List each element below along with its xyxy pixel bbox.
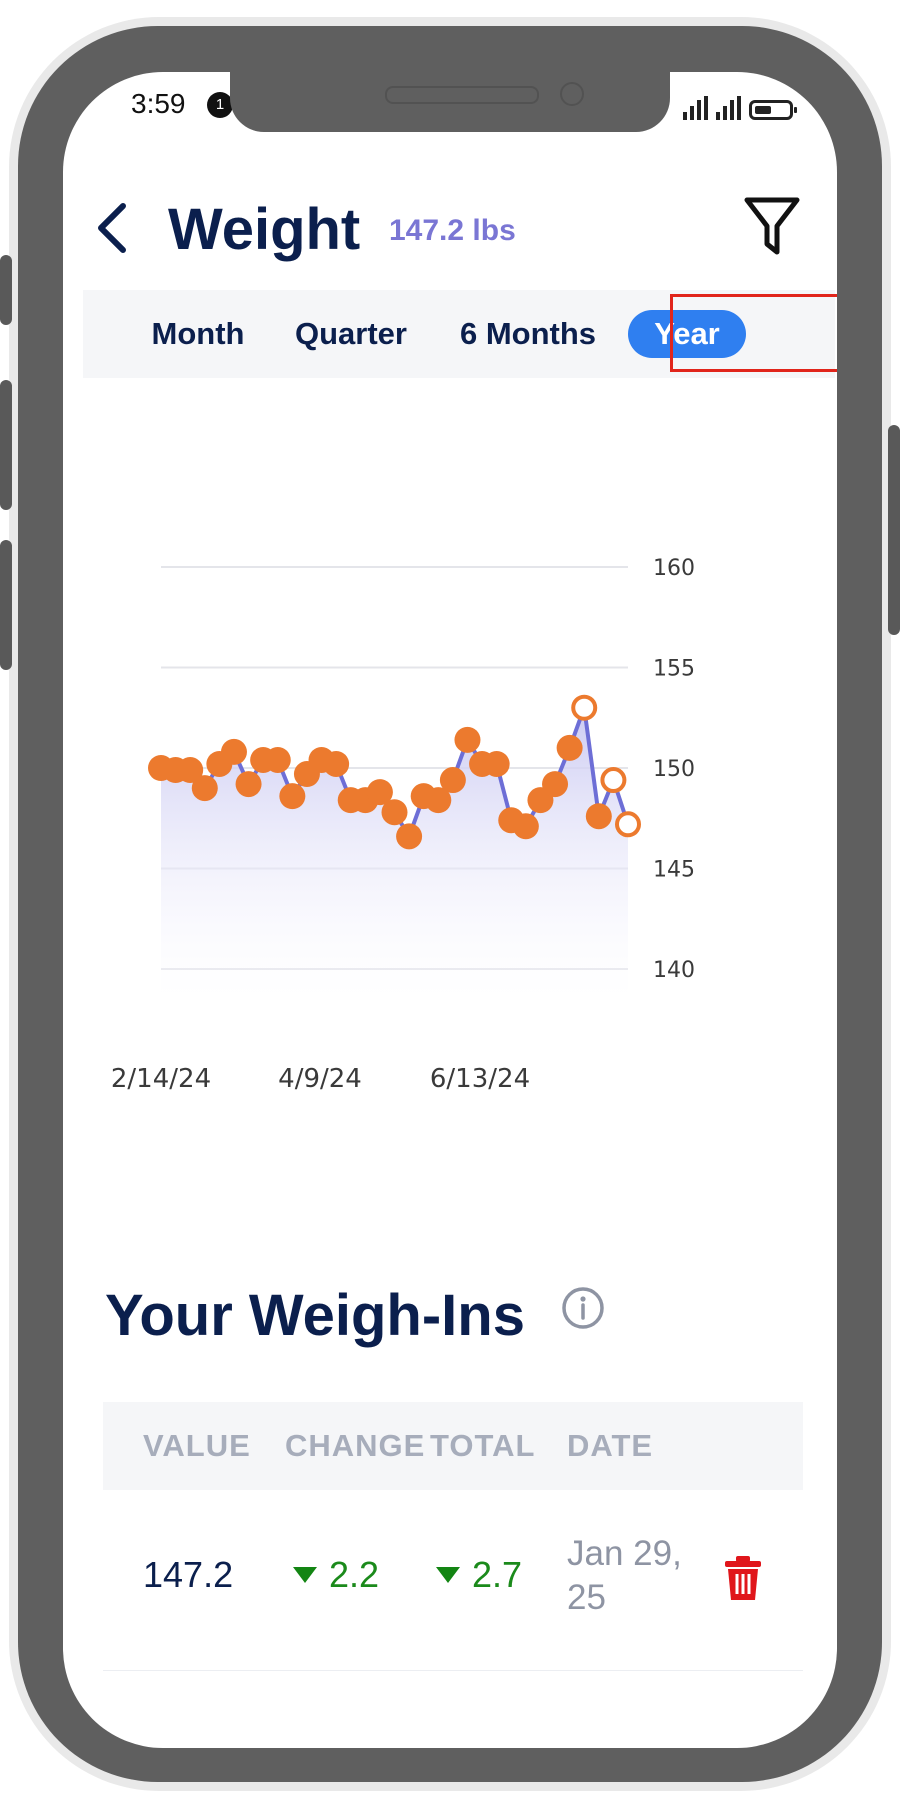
speaker [385, 86, 539, 104]
tab-month[interactable]: Month [151, 316, 245, 351]
camera [560, 82, 584, 106]
data-point[interactable] [454, 726, 481, 753]
column-header-value: VALUE [143, 1428, 251, 1463]
y-tick-label: 145 [653, 858, 695, 883]
battery-icon [749, 100, 797, 120]
data-point[interactable] [323, 750, 350, 777]
down-arrow-icon [436, 1567, 460, 1583]
weigh-in-total: 2.7 [436, 1554, 522, 1596]
notification-badge: 1 [207, 92, 233, 118]
data-point[interactable] [220, 738, 247, 765]
weigh-in-change-value: 2.2 [329, 1554, 380, 1595]
tab-6-months[interactable]: 6 Months [459, 316, 597, 351]
y-tick-label: 150 [653, 757, 695, 782]
page-title: Weight [168, 197, 361, 262]
info-button[interactable] [560, 1285, 606, 1331]
data-point[interactable] [542, 771, 569, 798]
data-point[interactable] [439, 767, 466, 794]
data-point[interactable] [571, 694, 598, 721]
table-row: 147.2 2.2 2.7 Jan 29, 25 [103, 1490, 803, 1671]
data-point[interactable] [279, 783, 306, 810]
y-tick-label: 160 [653, 556, 695, 581]
data-point[interactable] [191, 775, 218, 802]
data-point[interactable] [512, 813, 539, 840]
section-title: Your Weigh-Ins [105, 1283, 525, 1348]
data-point[interactable] [177, 757, 204, 784]
data-point[interactable] [615, 811, 641, 838]
x-tick-label: 2/14/24 [111, 1064, 211, 1092]
side-button-volume-down [0, 540, 12, 670]
data-point[interactable] [483, 750, 510, 777]
delete-button[interactable] [723, 1554, 763, 1602]
highlight-box [670, 294, 837, 372]
chevron-left-icon [98, 203, 126, 253]
x-tick-label: 4/9/24 [278, 1064, 362, 1092]
chart-area [161, 707, 628, 999]
side-button-mute [0, 255, 12, 325]
weigh-in-change: 2.2 [293, 1554, 379, 1596]
filter-button[interactable] [743, 194, 801, 258]
column-header-date: DATE [567, 1428, 654, 1463]
back-button[interactable] [93, 200, 133, 256]
header: Weight 147.2 lbs [63, 172, 837, 272]
data-point[interactable] [585, 803, 612, 830]
table-header: VALUE CHANGE TOTAL DATE [103, 1402, 803, 1490]
weigh-in-value: 147.2 [143, 1554, 234, 1595]
chart-svg: 160 155 150 145 140 2/14/24 4/9/24 6/13/24 [111, 556, 695, 1092]
data-point[interactable] [381, 799, 408, 826]
signal-icon [683, 96, 708, 120]
data-point[interactable] [425, 787, 452, 814]
tab-quarter[interactable]: Quarter [295, 316, 407, 351]
data-point[interactable] [264, 746, 291, 773]
column-header-change: CHANGE [285, 1428, 426, 1463]
trash-icon [725, 1556, 761, 1600]
weight-chart: 160 155 150 145 140 2/14/24 4/9/24 6/13/24 [63, 442, 837, 1092]
weigh-ins-table: VALUE CHANGE TOTAL DATE 147.2 2.2 2.7 Ja… [103, 1402, 803, 1671]
weigh-in-total-value: 2.7 [472, 1554, 523, 1595]
status-time: 3:59 [131, 88, 186, 119]
signal-icon-2 [716, 96, 741, 120]
side-button-volume-up [0, 380, 12, 510]
data-point[interactable] [600, 767, 627, 794]
side-button-power [888, 425, 900, 635]
y-tick-label: 155 [653, 657, 695, 682]
weigh-in-date: Jan 29, 25 [567, 1534, 682, 1617]
down-arrow-icon [293, 1567, 317, 1583]
data-point[interactable] [235, 771, 262, 798]
filter-icon [744, 197, 800, 255]
data-point[interactable] [556, 734, 583, 761]
period-tabs: Month Quarter 6 Months Year [83, 290, 835, 378]
tab-year[interactable]: Year [628, 310, 746, 358]
phone-screen: 3:59 1 Weight 147.2 lbs Month Quarter 6 [63, 72, 837, 1748]
column-header-total: TOTAL [430, 1428, 536, 1463]
y-tick-label: 140 [653, 958, 695, 983]
notch [230, 72, 670, 132]
status-icons [683, 94, 797, 120]
info-icon [562, 1287, 604, 1329]
x-tick-label: 6/13/24 [430, 1064, 530, 1092]
data-point[interactable] [366, 779, 393, 806]
data-point[interactable] [396, 823, 423, 850]
current-weight-value: 147.2 lbs [389, 214, 516, 247]
